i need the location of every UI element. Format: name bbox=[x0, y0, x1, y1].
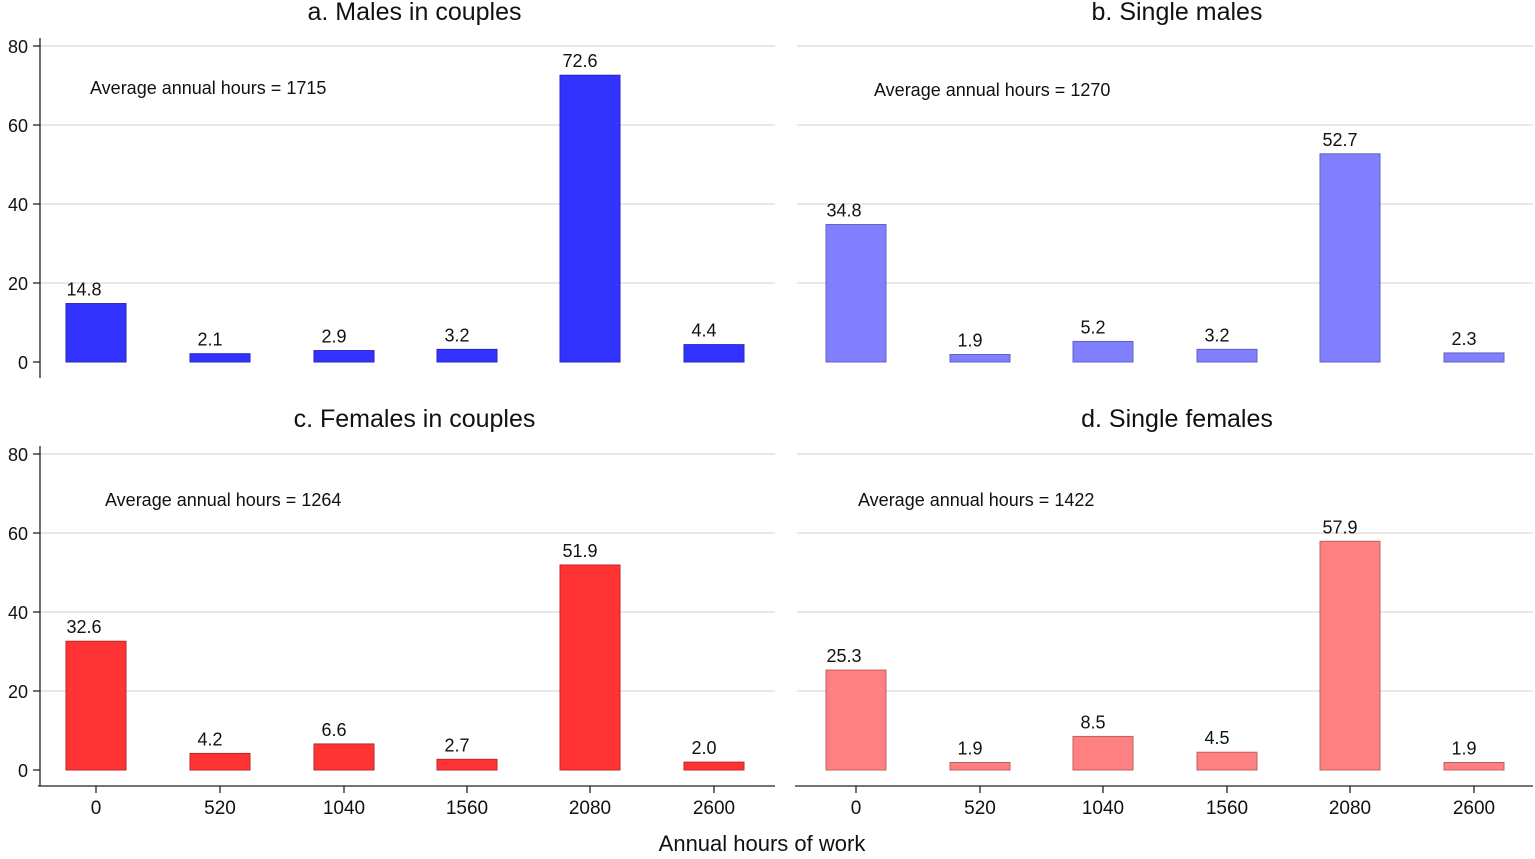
bar-value-label: 52.7 bbox=[1322, 130, 1357, 150]
y-tick-label: 40 bbox=[8, 195, 28, 215]
bar-value-label: 2.3 bbox=[1451, 329, 1476, 349]
panel-a: 0 20 40 60 80 a. Males in couples Average annu… bbox=[8, 0, 775, 378]
bar-value-label: 34.8 bbox=[826, 201, 861, 221]
bar-value-label: 1.9 bbox=[957, 330, 982, 350]
y-tick-label: 40 bbox=[8, 603, 28, 623]
bar-value-label: 2.9 bbox=[321, 327, 346, 347]
panel-title: b. Single males bbox=[1092, 0, 1263, 26]
bar bbox=[436, 758, 498, 771]
x-tick-label: 2600 bbox=[693, 798, 735, 819]
bar bbox=[1319, 153, 1381, 363]
y-tick-label: 0 bbox=[18, 353, 28, 373]
bar bbox=[189, 353, 251, 363]
x-tick-label: 520 bbox=[964, 798, 996, 819]
panel-annotation: Average annual hours = 1715 bbox=[90, 78, 326, 98]
bar-value-label: 5.2 bbox=[1080, 317, 1105, 337]
bar bbox=[65, 303, 127, 363]
y-tick-label: 20 bbox=[8, 274, 28, 294]
bar bbox=[1196, 751, 1258, 771]
x-tick-label: 0 bbox=[851, 798, 862, 819]
bar-value-label: 4.2 bbox=[197, 729, 222, 749]
y-tick-label: 0 bbox=[18, 761, 28, 781]
bar-value-label: 4.4 bbox=[691, 321, 716, 341]
panel-title: c. Females in couples bbox=[294, 405, 536, 433]
bar-value-label: 51.9 bbox=[562, 541, 597, 561]
bar bbox=[683, 761, 745, 771]
panel-annotation: Average annual hours = 1270 bbox=[874, 80, 1110, 100]
x-tick-label: 1560 bbox=[446, 798, 488, 819]
y-tick-label: 60 bbox=[8, 524, 28, 544]
bar bbox=[949, 761, 1011, 771]
x-tick-label: 1040 bbox=[1082, 798, 1124, 819]
x-tick-label: 2600 bbox=[1453, 798, 1495, 819]
bar bbox=[825, 669, 887, 771]
bar-value-label: 72.6 bbox=[562, 51, 597, 71]
bar bbox=[1072, 735, 1134, 771]
panel-title: a. Males in couples bbox=[307, 0, 521, 26]
bar-value-label: 2.0 bbox=[691, 738, 716, 758]
panel-title: d. Single females bbox=[1081, 405, 1273, 433]
bar bbox=[949, 353, 1011, 363]
x-tick-label: 1040 bbox=[323, 798, 365, 819]
x-tick-label: 2080 bbox=[569, 798, 611, 819]
bar bbox=[1319, 540, 1381, 771]
bar-value-label: 3.2 bbox=[444, 325, 469, 345]
bar bbox=[1072, 340, 1134, 363]
y-tick-label: 80 bbox=[8, 37, 28, 57]
x-tick-label: 0 bbox=[91, 798, 102, 819]
bar bbox=[1443, 761, 1505, 771]
panel-d: 0 520 1040 1560 2080 2600 d. Single females Ave… bbox=[795, 405, 1533, 819]
x-tick-label: 520 bbox=[204, 798, 236, 819]
x-tick-label: 2080 bbox=[1329, 798, 1371, 819]
bar bbox=[65, 640, 127, 771]
y-tick-label: 60 bbox=[8, 116, 28, 136]
bar bbox=[189, 752, 251, 771]
bar-value-label: 1.9 bbox=[957, 738, 982, 758]
bar-value-label: 3.2 bbox=[1204, 325, 1229, 345]
bar-value-label: 25.3 bbox=[826, 646, 861, 666]
panel-annotation: Average annual hours = 1264 bbox=[105, 490, 341, 510]
bar bbox=[436, 348, 498, 363]
bar-value-label: 4.5 bbox=[1204, 728, 1229, 748]
bar-value-label: 2.1 bbox=[197, 330, 222, 350]
bar bbox=[683, 344, 745, 363]
bar-value-label: 8.5 bbox=[1080, 712, 1105, 732]
bar bbox=[1196, 348, 1258, 363]
bar-value-label: 2.7 bbox=[444, 735, 469, 755]
bar-value-label: 6.6 bbox=[321, 720, 346, 740]
bar bbox=[825, 224, 887, 363]
y-tick-label: 20 bbox=[8, 682, 28, 702]
x-axis-label: Annual hours of work bbox=[659, 831, 867, 856]
x-tick-label: 1560 bbox=[1206, 798, 1248, 819]
bar-value-label: 57.9 bbox=[1322, 517, 1357, 537]
panel-annotation: Average annual hours = 1422 bbox=[858, 490, 1094, 510]
bar-value-label: 14.8 bbox=[66, 280, 101, 300]
panel-b: b. Single males Average annual hours = 12… bbox=[797, 0, 1533, 363]
panel-c: 0 20 40 60 80 0 520 1040 1560 2080 2600 c. Females … bbox=[8, 405, 775, 819]
bar bbox=[313, 350, 375, 363]
bar bbox=[559, 564, 621, 771]
bar bbox=[1443, 352, 1505, 363]
bar bbox=[313, 743, 375, 771]
bar-value-label: 32.6 bbox=[66, 617, 101, 637]
y-tick-label: 80 bbox=[8, 445, 28, 465]
bar-value-label: 1.9 bbox=[1451, 738, 1476, 758]
bar bbox=[559, 74, 621, 363]
